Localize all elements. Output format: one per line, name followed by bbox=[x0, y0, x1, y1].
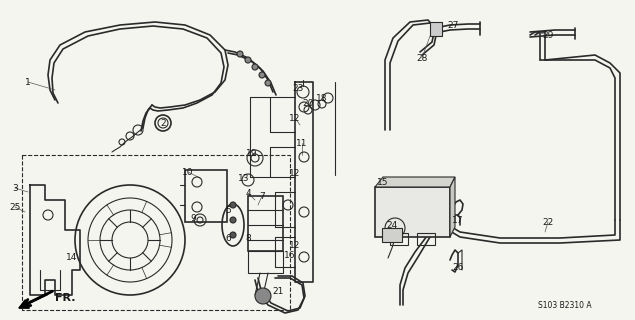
Text: 12: 12 bbox=[290, 114, 301, 123]
Text: 26: 26 bbox=[452, 262, 464, 271]
Bar bbox=[375, 187, 450, 237]
Bar bbox=[390, 233, 408, 245]
Text: 10: 10 bbox=[182, 167, 194, 177]
Text: 22: 22 bbox=[542, 218, 554, 227]
Circle shape bbox=[265, 80, 271, 86]
Text: 24: 24 bbox=[386, 220, 398, 229]
Text: 4: 4 bbox=[245, 188, 251, 197]
Circle shape bbox=[245, 57, 251, 63]
Circle shape bbox=[237, 51, 243, 57]
Circle shape bbox=[255, 288, 271, 304]
Text: 12: 12 bbox=[290, 241, 301, 250]
Text: 11: 11 bbox=[297, 139, 308, 148]
Bar bbox=[382, 228, 402, 242]
Text: 8: 8 bbox=[245, 234, 251, 243]
Bar bbox=[430, 22, 442, 36]
Text: 20: 20 bbox=[302, 99, 314, 108]
Text: 9: 9 bbox=[190, 213, 196, 222]
Polygon shape bbox=[375, 177, 455, 187]
Polygon shape bbox=[450, 177, 455, 237]
Text: 29: 29 bbox=[542, 30, 554, 39]
Text: 15: 15 bbox=[377, 178, 389, 187]
Text: FR.: FR. bbox=[55, 293, 76, 303]
Text: 27: 27 bbox=[447, 20, 458, 29]
Text: 12: 12 bbox=[290, 169, 301, 178]
Text: 25: 25 bbox=[10, 203, 21, 212]
Circle shape bbox=[259, 72, 265, 78]
Bar bbox=[185, 170, 227, 222]
Circle shape bbox=[230, 232, 236, 238]
Circle shape bbox=[252, 64, 258, 70]
Text: 2: 2 bbox=[160, 118, 166, 127]
Bar bbox=[248, 251, 283, 273]
Circle shape bbox=[230, 202, 236, 208]
Text: 14: 14 bbox=[66, 253, 77, 262]
Text: 1: 1 bbox=[25, 77, 31, 86]
Text: 13: 13 bbox=[238, 173, 250, 182]
Bar bbox=[417, 233, 435, 245]
Text: 16: 16 bbox=[284, 251, 296, 260]
Text: 23: 23 bbox=[292, 84, 304, 92]
Text: 7: 7 bbox=[259, 191, 265, 201]
Text: 18: 18 bbox=[316, 93, 328, 102]
Text: 3: 3 bbox=[12, 183, 18, 193]
Text: 19: 19 bbox=[246, 148, 258, 157]
Circle shape bbox=[230, 217, 236, 223]
Text: 6: 6 bbox=[225, 234, 231, 243]
Text: 28: 28 bbox=[417, 53, 428, 62]
Bar bbox=[248, 196, 283, 251]
Text: 17: 17 bbox=[452, 215, 464, 225]
Text: 5: 5 bbox=[225, 205, 231, 214]
Text: 21: 21 bbox=[272, 287, 284, 297]
Text: S103 B2310 A: S103 B2310 A bbox=[538, 300, 592, 309]
